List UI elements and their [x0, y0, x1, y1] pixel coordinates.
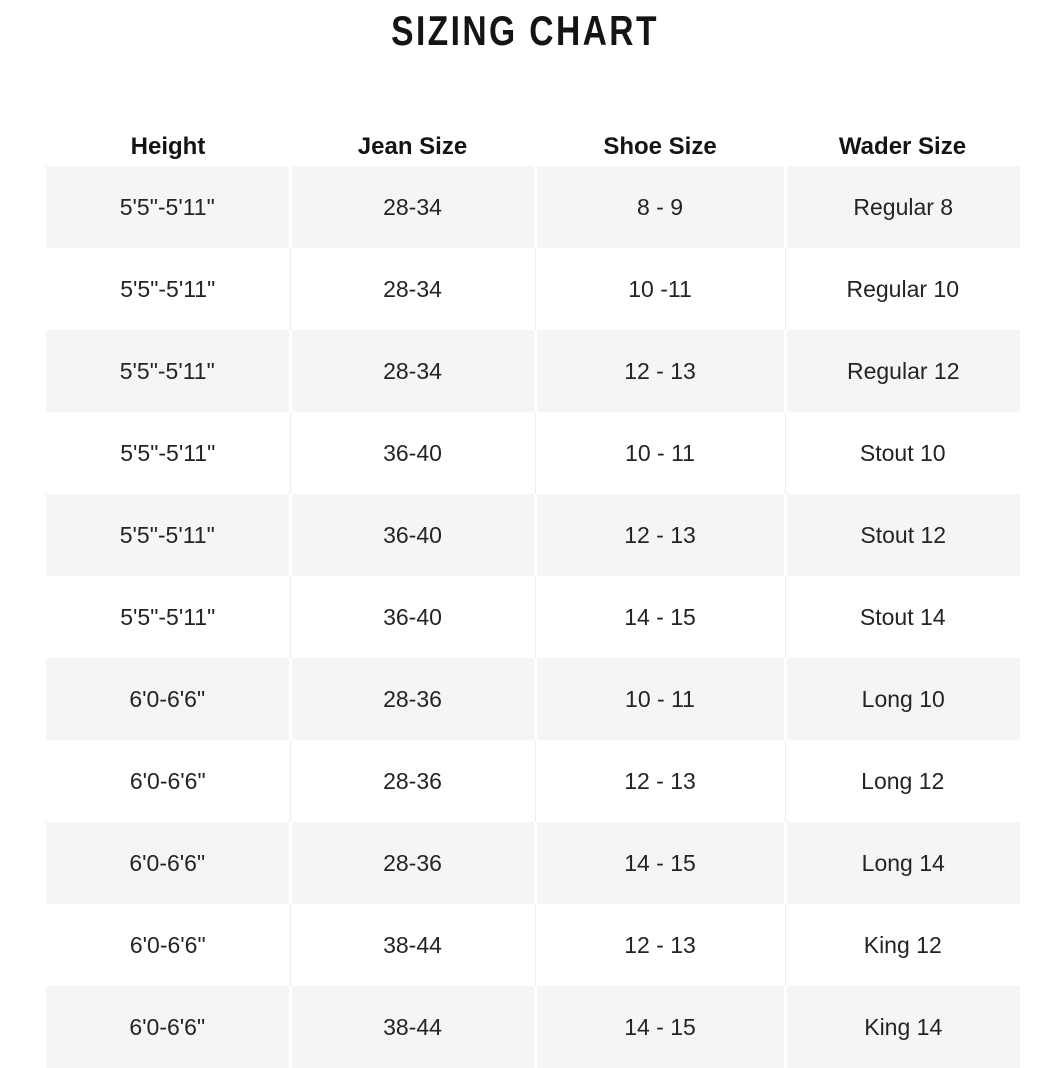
table-row: 6'0-6'6" 28-36 14 - 15 Long 14 [46, 822, 1020, 904]
table-row: 6'0-6'6" 28-36 12 - 13 Long 12 [46, 740, 1020, 822]
jean-size-cell: 28-36 [288, 658, 535, 740]
sizing-chart-table: Height Jean Size Shoe Size Wader Size 5'… [46, 128, 1020, 1068]
height-cell: 5'5"-5'11" [46, 330, 290, 412]
page-title: SIZING CHART [391, 7, 659, 54]
wader-size-cell: Regular 12 [783, 330, 1020, 412]
table-row: 5'5"-5'11" 28-34 8 - 9 Regular 8 [46, 166, 1020, 248]
shoe-size-cell: 14 - 15 [533, 986, 785, 1068]
shoe-size-cell: 12 - 13 [534, 740, 785, 822]
header-jean-size: Jean Size [290, 128, 535, 166]
table-row: 5'5"-5'11" 36-40 12 - 13 Stout 12 [46, 494, 1020, 576]
jean-size-cell: 36-40 [289, 576, 535, 658]
table-row: 5'5"-5'11" 36-40 10 - 11 Stout 10 [46, 412, 1020, 494]
wader-size-cell: Stout 12 [783, 494, 1020, 576]
table-row: 6'0-6'6" 38-44 14 - 15 King 14 [46, 986, 1020, 1068]
wader-size-cell: Stout 10 [784, 412, 1020, 494]
jean-size-cell: 36-40 [288, 494, 535, 576]
height-cell: 5'5"-5'11" [46, 248, 290, 330]
wader-size-cell: Long 12 [784, 740, 1020, 822]
shoe-size-cell: 12 - 13 [533, 494, 785, 576]
shoe-size-cell: 12 - 13 [534, 904, 785, 986]
table-row: 6'0-6'6" 38-44 12 - 13 King 12 [46, 904, 1020, 986]
header-wader-size: Wader Size [785, 128, 1020, 166]
height-cell: 6'0-6'6" [46, 986, 290, 1068]
shoe-size-cell: 10 -11 [534, 248, 785, 330]
header-shoe-size: Shoe Size [535, 128, 785, 166]
height-cell: 6'0-6'6" [46, 904, 290, 986]
wader-size-cell: Regular 8 [783, 166, 1020, 248]
shoe-size-cell: 14 - 15 [533, 822, 785, 904]
wader-size-cell: King 14 [783, 986, 1020, 1068]
height-cell: 5'5"-5'11" [46, 412, 290, 494]
table-row: 5'5"-5'11" 28-34 12 - 13 Regular 12 [46, 330, 1020, 412]
wader-size-cell: Long 14 [783, 822, 1020, 904]
jean-size-cell: 28-34 [288, 330, 535, 412]
jean-size-cell: 28-36 [288, 822, 535, 904]
wader-size-cell: King 12 [784, 904, 1020, 986]
header-row: Height Jean Size Shoe Size Wader Size [46, 128, 1020, 166]
table-row: 6'0-6'6" 28-36 10 - 11 Long 10 [46, 658, 1020, 740]
shoe-size-cell: 12 - 13 [533, 330, 785, 412]
wader-size-cell: Long 10 [783, 658, 1020, 740]
height-cell: 6'0-6'6" [46, 740, 290, 822]
height-cell: 5'5"-5'11" [46, 166, 290, 248]
table-body: 5'5"-5'11" 28-34 8 - 9 Regular 8 5'5"-5'… [46, 166, 1020, 1068]
jean-size-cell: 28-34 [288, 166, 535, 248]
wader-size-cell: Regular 10 [784, 248, 1020, 330]
table-header: Height Jean Size Shoe Size Wader Size [46, 128, 1020, 166]
height-cell: 5'5"-5'11" [46, 576, 290, 658]
jean-size-cell: 38-44 [289, 904, 535, 986]
jean-size-cell: 28-36 [289, 740, 535, 822]
header-height: Height [46, 128, 290, 166]
shoe-size-cell: 14 - 15 [534, 576, 785, 658]
wader-size-cell: Stout 14 [784, 576, 1020, 658]
height-cell: 6'0-6'6" [46, 658, 290, 740]
shoe-size-cell: 8 - 9 [533, 166, 785, 248]
table-row: 5'5"-5'11" 28-34 10 -11 Regular 10 [46, 248, 1020, 330]
jean-size-cell: 36-40 [289, 412, 535, 494]
table-row: 5'5"-5'11" 36-40 14 - 15 Stout 14 [46, 576, 1020, 658]
height-cell: 5'5"-5'11" [46, 494, 290, 576]
shoe-size-cell: 10 - 11 [533, 658, 785, 740]
jean-size-cell: 38-44 [288, 986, 535, 1068]
height-cell: 6'0-6'6" [46, 822, 290, 904]
jean-size-cell: 28-34 [289, 248, 535, 330]
shoe-size-cell: 10 - 11 [534, 412, 785, 494]
